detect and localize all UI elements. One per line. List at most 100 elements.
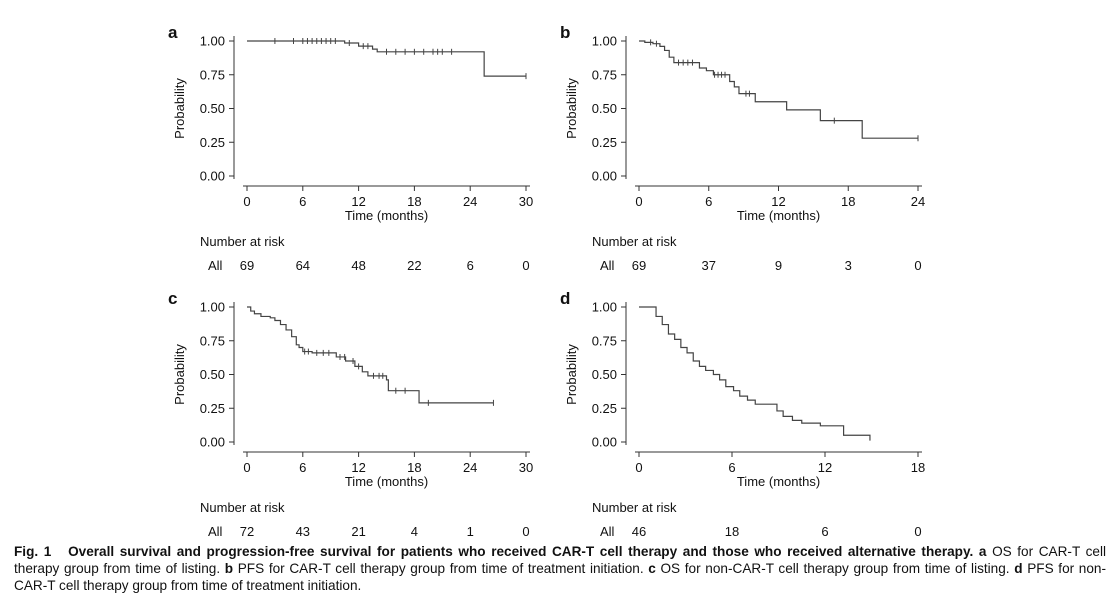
y-tick-label: 0.25 xyxy=(592,401,617,416)
risk-count: 1 xyxy=(467,524,474,539)
km-plot-c: c 0.00 0.25 0.50 0.75 1.00 0 6 12 18 24 30 Time (mon… xyxy=(168,289,533,539)
y-tick-label: 1.00 xyxy=(592,300,617,315)
y-axis-title: Probability xyxy=(564,344,579,405)
panel-letter: d xyxy=(560,289,570,308)
risk-count: 37 xyxy=(702,258,716,273)
x-tick-label: 0 xyxy=(635,460,642,475)
figure-caption: Fig. 1 Overall survival and progression-… xyxy=(14,543,1106,594)
y-tick-label: 0.75 xyxy=(592,67,617,82)
risk-count: 0 xyxy=(522,524,529,539)
x-axis-title: Time (months) xyxy=(737,474,820,489)
x-tick-label: 0 xyxy=(635,194,642,209)
caption-part-d-text: PFS for non-CAR-T cell therapy group fro… xyxy=(14,561,1107,593)
panel-a: a 0.00 0.25 0.50 0.75 1.00 0 6 12 18 24 30 Time (mon… xyxy=(160,14,700,282)
caption-part-c-text: OS for non-CAR-T cell therapy group from… xyxy=(660,561,1010,576)
x-tick-label: 30 xyxy=(519,194,533,209)
x-axis-title: Time (months) xyxy=(345,208,428,223)
risk-count: 0 xyxy=(914,258,921,273)
risk-count: 69 xyxy=(632,258,646,273)
risk-count: 9 xyxy=(775,258,782,273)
caption-label: Fig. 1 xyxy=(14,544,52,559)
y-tick-label: 0.00 xyxy=(200,435,225,450)
y-axis-title: Probability xyxy=(564,78,579,139)
risk-group-label: All xyxy=(600,524,615,539)
risk-count: 18 xyxy=(725,524,739,539)
x-tick-label: 24 xyxy=(911,194,925,209)
y-tick-label: 1.00 xyxy=(200,34,225,49)
km-plot-d: d 0.00 0.25 0.50 0.75 1.00 0 6 12 18 Time (months)… xyxy=(560,289,925,539)
x-tick-label: 6 xyxy=(299,460,306,475)
x-axis-title: Time (months) xyxy=(345,474,428,489)
risk-group-label: All xyxy=(600,258,615,273)
risk-count: 69 xyxy=(240,258,254,273)
risk-table-title: Number at risk xyxy=(200,500,285,515)
risk-count: 3 xyxy=(845,258,852,273)
risk-count: 0 xyxy=(914,524,921,539)
y-tick-label: 0.75 xyxy=(592,333,617,348)
panel-letter: b xyxy=(560,23,570,42)
x-tick-label: 12 xyxy=(818,460,832,475)
km-plot-b: b 0.00 0.25 0.50 0.75 1.00 0 6 12 18 24 Time (month… xyxy=(560,23,925,273)
risk-count: 22 xyxy=(407,258,421,273)
y-axis-title: Probability xyxy=(172,344,187,405)
y-tick-label: 0.50 xyxy=(592,101,617,116)
y-tick-label: 1.00 xyxy=(200,300,225,315)
x-tick-label: 18 xyxy=(407,194,421,209)
y-tick-label: 0.00 xyxy=(592,435,617,450)
y-tick-label: 0.00 xyxy=(200,169,225,184)
y-tick-label: 0.50 xyxy=(592,367,617,382)
x-tick-label: 0 xyxy=(243,460,250,475)
x-axis-title: Time (months) xyxy=(737,208,820,223)
risk-count: 6 xyxy=(821,524,828,539)
survival-curve xyxy=(247,306,494,404)
panel-c: c 0.00 0.25 0.50 0.75 1.00 0 6 12 18 24 30 Time (mon… xyxy=(160,280,700,548)
panel-d: d 0.00 0.25 0.50 0.75 1.00 0 6 12 18 Time (months)… xyxy=(552,280,1092,548)
caption-part-b-letter: b xyxy=(224,561,234,576)
x-tick-label: 18 xyxy=(841,194,855,209)
km-plot-a: a 0.00 0.25 0.50 0.75 1.00 0 6 12 18 24 30 Time (mon… xyxy=(168,23,533,273)
risk-count: 4 xyxy=(411,524,418,539)
risk-count: 46 xyxy=(632,524,646,539)
x-tick-label: 30 xyxy=(519,460,533,475)
y-tick-label: 0.50 xyxy=(200,367,225,382)
risk-group-label: All xyxy=(208,258,223,273)
y-tick-label: 0.25 xyxy=(200,401,225,416)
x-tick-label: 18 xyxy=(407,460,421,475)
caption-part-c-letter: c xyxy=(648,561,656,576)
caption-part-b-text: PFS for CAR-T cell therapy group from ti… xyxy=(237,561,644,576)
caption-part-d-letter: d xyxy=(1014,561,1023,576)
risk-table-title: Number at risk xyxy=(592,500,677,515)
y-tick-label: 1.00 xyxy=(592,34,617,49)
y-tick-label: 0.00 xyxy=(592,169,617,184)
caption-title: Overall survival and progression-free su… xyxy=(68,544,974,559)
y-tick-label: 0.25 xyxy=(592,135,617,150)
x-tick-label: 6 xyxy=(705,194,712,209)
caption-part-a-letter: a xyxy=(978,544,987,559)
y-tick-label: 0.75 xyxy=(200,67,225,82)
x-tick-label: 12 xyxy=(351,460,365,475)
y-tick-label: 0.25 xyxy=(200,135,225,150)
risk-count: 6 xyxy=(467,258,474,273)
risk-table-title: Number at risk xyxy=(592,234,677,249)
survival-curve xyxy=(247,40,526,77)
survival-curve xyxy=(639,306,871,441)
panel-b: b 0.00 0.25 0.50 0.75 1.00 0 6 12 18 24 Time (month… xyxy=(552,14,1092,282)
x-tick-label: 6 xyxy=(728,460,735,475)
x-tick-label: 12 xyxy=(771,194,785,209)
y-tick-label: 0.75 xyxy=(200,333,225,348)
survival-curve xyxy=(639,40,918,139)
panel-letter: c xyxy=(168,289,177,308)
risk-group-label: All xyxy=(208,524,223,539)
x-tick-label: 6 xyxy=(299,194,306,209)
x-tick-label: 12 xyxy=(351,194,365,209)
y-axis-title: Probability xyxy=(172,78,187,139)
risk-count: 21 xyxy=(351,524,365,539)
risk-table-title: Number at risk xyxy=(200,234,285,249)
risk-count: 0 xyxy=(522,258,529,273)
y-tick-label: 0.50 xyxy=(200,101,225,116)
x-tick-label: 0 xyxy=(243,194,250,209)
x-tick-label: 24 xyxy=(463,194,477,209)
panel-letter: a xyxy=(168,23,178,42)
risk-count: 64 xyxy=(296,258,310,273)
x-tick-label: 24 xyxy=(463,460,477,475)
